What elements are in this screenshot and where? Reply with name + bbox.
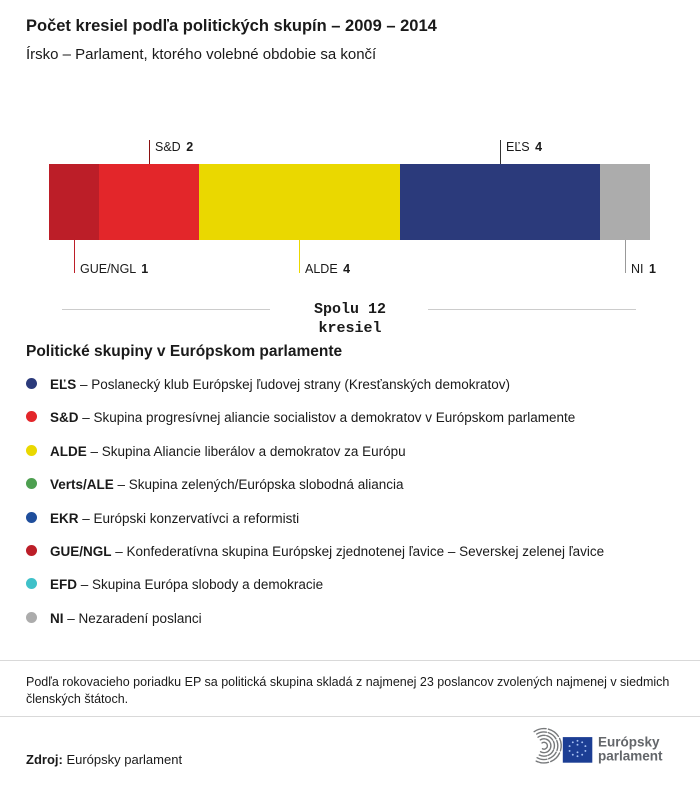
svg-text:parlament: parlament	[598, 749, 663, 764]
svg-text:Európsky: Európsky	[598, 735, 660, 750]
